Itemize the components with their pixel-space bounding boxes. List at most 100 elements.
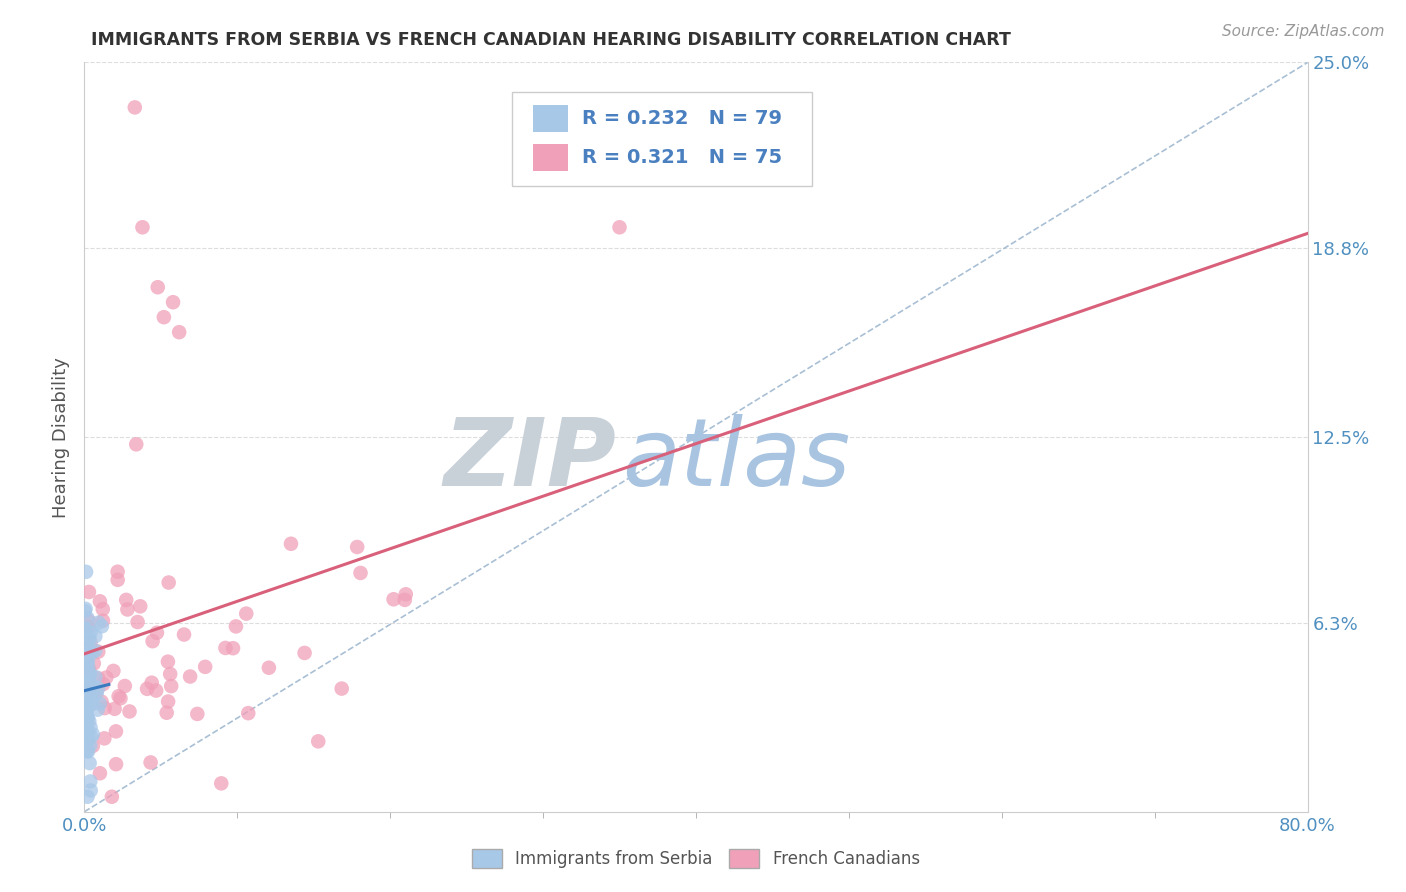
Point (90, 619, 112, 633)
FancyBboxPatch shape (533, 105, 568, 132)
Point (160, 679, 183, 693)
Point (127, 615, 149, 629)
Point (73, 704, 96, 718)
Point (294, 646, 316, 660)
Point (75, 743, 97, 757)
Text: ZIP: ZIP (443, 414, 616, 506)
Point (76, 664, 98, 678)
Point (91, 614, 114, 628)
Point (330, 681, 353, 696)
Point (73, 621, 96, 635)
Point (157, 694, 180, 708)
Point (86, 687, 108, 701)
Point (77, 662, 100, 676)
Point (110, 691, 132, 706)
Point (76, 666, 98, 681)
Point (107, 573, 129, 587)
Point (107, 565, 129, 579)
Point (73, 622, 96, 636)
Point (146, 625, 169, 640)
Point (222, 641, 245, 656)
Point (76, 737, 98, 751)
Point (76, 675, 98, 690)
Point (76, 744, 98, 758)
Point (79, 632, 101, 646)
Point (84, 670, 107, 684)
Point (114, 679, 136, 693)
Point (117, 602, 139, 616)
Point (104, 702, 127, 716)
Point (76, 702, 98, 716)
Point (173, 627, 195, 641)
Point (159, 667, 181, 681)
Point (349, 566, 371, 580)
Point (139, 756, 162, 770)
Point (76, 672, 98, 686)
Point (395, 587, 418, 601)
Point (145, 683, 167, 698)
Point (79, 688, 101, 702)
Point (76, 624, 98, 638)
Point (75, 636, 97, 650)
Text: R = 0.232   N = 79: R = 0.232 N = 79 (582, 109, 782, 128)
Point (77, 654, 100, 668)
Point (167, 325, 190, 339)
Point (142, 634, 165, 648)
Point (257, 661, 280, 675)
Point (107, 690, 129, 704)
Point (87, 645, 110, 659)
Point (84, 684, 107, 698)
Point (125, 437, 148, 451)
Point (82, 680, 104, 694)
Point (101, 789, 124, 804)
Point (280, 537, 302, 551)
Point (76, 731, 98, 745)
Point (89, 594, 111, 608)
Point (83, 657, 105, 671)
Point (87, 671, 110, 685)
Point (89, 697, 111, 711)
Point (82, 692, 104, 706)
Point (76, 709, 98, 723)
Point (73, 707, 96, 722)
Point (76, 723, 98, 737)
Point (75, 672, 97, 686)
Point (79, 720, 101, 734)
Point (75, 722, 97, 736)
Point (103, 664, 125, 678)
Point (214, 640, 236, 655)
Point (73, 664, 96, 678)
Point (82, 739, 104, 753)
Point (77, 660, 100, 674)
Point (79, 756, 101, 771)
Point (75, 674, 97, 689)
Point (76, 651, 98, 665)
Point (75, 709, 97, 723)
Point (75, 666, 97, 681)
Point (75, 706, 97, 720)
Point (136, 681, 159, 696)
Point (75, 565, 97, 579)
Point (93, 731, 115, 746)
Point (162, 295, 184, 310)
Point (75, 698, 97, 712)
Point (94, 701, 117, 715)
Point (79, 774, 101, 789)
Point (115, 593, 138, 607)
Point (238, 706, 260, 721)
Point (73, 729, 96, 743)
Point (104, 724, 127, 739)
Point (76, 710, 98, 724)
Point (118, 705, 141, 719)
Point (79, 666, 101, 681)
Point (77, 641, 100, 656)
Point (82, 727, 104, 741)
Point (156, 655, 179, 669)
Point (129, 599, 152, 614)
Point (76, 655, 98, 669)
Point (194, 660, 217, 674)
Point (77, 631, 100, 645)
FancyBboxPatch shape (533, 145, 568, 171)
Text: Source: ZipAtlas.com: Source: ZipAtlas.com (1222, 24, 1385, 39)
FancyBboxPatch shape (513, 93, 813, 186)
